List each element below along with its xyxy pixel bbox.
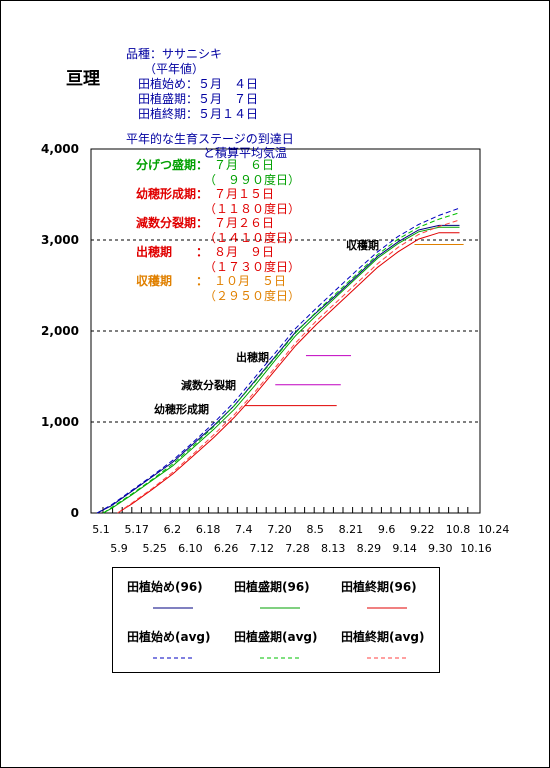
x-tick-label-bottom: 7.28 — [285, 542, 310, 555]
x-tick-label-bottom: 5.9 — [110, 542, 128, 555]
label-harvest: 収穫期 — [346, 239, 379, 252]
legend-swatch — [367, 607, 407, 609]
avg-label: （平年値） — [144, 62, 205, 76]
x-tick-label-bottom: 8.29 — [357, 542, 382, 555]
series-line — [117, 219, 460, 514]
chart-heading-2: と積算平均気温 — [203, 146, 288, 160]
stage-row: 減数分裂期： ７月２６日 — [136, 216, 300, 231]
legend-label: 田植盛期(avg) — [234, 630, 318, 644]
stage-gdd: （２９５０度日） — [204, 288, 301, 303]
stage-list: 分げつ盛期： ７月 ６日（ ９９０度日） 幼穂形成期： ７月１５日 （１１８０度日） 減数… — [136, 158, 300, 303]
x-tick-label-top: 7.4 — [235, 523, 253, 536]
planting-start: 田植始め：５月 ４日 — [138, 77, 259, 91]
x-tick-label-top: 10.8 — [446, 523, 471, 536]
x-tick-label-bottom: 9.14 — [392, 542, 417, 555]
x-tick-label-bottom: 9.30 — [428, 542, 453, 555]
series-line — [103, 212, 460, 514]
legend-swatch — [260, 607, 300, 609]
series-line — [117, 232, 460, 514]
x-tick-label-top: 5.1 — [92, 523, 110, 536]
x-tick-label-top: 9.22 — [410, 523, 435, 536]
y-tick-label: 2,000 — [41, 324, 79, 338]
series-line — [96, 207, 460, 514]
legend-swatch — [367, 657, 407, 659]
x-tick-label-top: 8.21 — [339, 523, 364, 536]
planting-peak: 田植盛期：５月 ７日 — [138, 92, 259, 106]
variety-info: 品種：ササニシキ （平年値） 田植始め：５月 ４日 田植盛期：５月 ７日 田植終… — [126, 47, 258, 122]
y-tick-label: 4,000 — [41, 142, 79, 156]
legend-label: 田植始め(avg) — [127, 630, 211, 644]
stage-date: ７月 ６日 — [214, 158, 275, 172]
series-line — [96, 224, 460, 514]
stage-date: ７月１５日 — [214, 187, 275, 201]
x-tick-label-top: 8.5 — [306, 523, 324, 536]
stage-gdd: （１４１０度日） — [204, 230, 301, 245]
stage-date: ７月２６日 — [214, 216, 275, 230]
stage-row: 収穫期 ： １０月 ５日 — [136, 274, 300, 289]
x-tick-label-top: 10.24 — [478, 523, 510, 536]
x-tick-label-bottom: 10.16 — [460, 542, 492, 555]
station-title: 亘理 — [66, 69, 100, 89]
stage-name: 分げつ盛期： — [136, 158, 209, 172]
stage-gdd: （ ９９０度日） — [204, 172, 301, 187]
stage-date: １０月 ５日 — [214, 274, 287, 288]
stage-row: 幼穂形成期： ７月１５日 — [136, 187, 300, 202]
stage-name: 幼穂形成期： — [136, 187, 209, 201]
x-tick-label-bottom: 6.10 — [178, 542, 203, 555]
y-tick-label: 1,000 — [41, 415, 79, 429]
x-tick-label-top: 7.20 — [267, 523, 292, 536]
variety-line: 品種：ササニシキ — [126, 47, 223, 61]
stage-row: 出穂期 ： ８月 ９日 — [136, 245, 300, 260]
series-line — [103, 226, 460, 514]
legend-swatch — [260, 657, 300, 659]
x-tick-label-bottom: 8.13 — [321, 542, 346, 555]
legend-label: 田植盛期(96) — [234, 580, 310, 594]
x-tick-label-top: 9.6 — [378, 523, 396, 536]
planting-end: 田植終期：５月１４日 — [138, 107, 259, 121]
label-heading: 出穂期 — [236, 351, 269, 364]
legend-label: 田植始め(96) — [127, 580, 203, 594]
x-tick-label-bottom: 6.26 — [214, 542, 239, 555]
stage-gdd: （１１８０度日） — [204, 201, 301, 216]
chart-heading-1: 平年的な生育ステージの到達日 — [126, 132, 294, 146]
stage-gdd: （１７３０度日） — [204, 259, 301, 274]
stage-date: ８月 ９日 — [214, 245, 275, 259]
x-tick-label-top: 5.17 — [124, 523, 149, 536]
legend-label: 田植終期(96) — [341, 580, 417, 594]
stage-name: 減数分裂期： — [136, 216, 209, 230]
legend-swatch — [153, 607, 193, 609]
accumulated-temperature-chart: 0 1,000 2,000 3,000 4,000 5.1 5.17 6.2 6.18 7.4 7.… — [41, 142, 510, 555]
legend: 田植始め(96) 田植盛期(96) 田植終期(96) 田植始め(avg) 田植盛期(av… — [112, 567, 440, 673]
x-tick-label-bottom: 7.12 — [250, 542, 275, 555]
stage-row: 分げつ盛期： ７月 ６日 — [136, 158, 300, 173]
legend-swatch — [153, 657, 193, 659]
label-panicle: 幼穂形成期 — [154, 403, 209, 416]
stage-name: 収穫期 ： — [136, 274, 209, 288]
x-tick-label-top: 6.2 — [164, 523, 182, 536]
y-tick-label: 3,000 — [41, 233, 79, 247]
legend-label: 田植終期(avg) — [341, 630, 425, 644]
x-tick-label-bottom: 5.25 — [142, 542, 167, 555]
label-meiosis: 減数分裂期 — [181, 379, 236, 392]
stage-name: 出穂期 ： — [136, 245, 209, 259]
y-tick-label: 0 — [71, 506, 79, 520]
x-tick-label-top: 6.18 — [196, 523, 221, 536]
